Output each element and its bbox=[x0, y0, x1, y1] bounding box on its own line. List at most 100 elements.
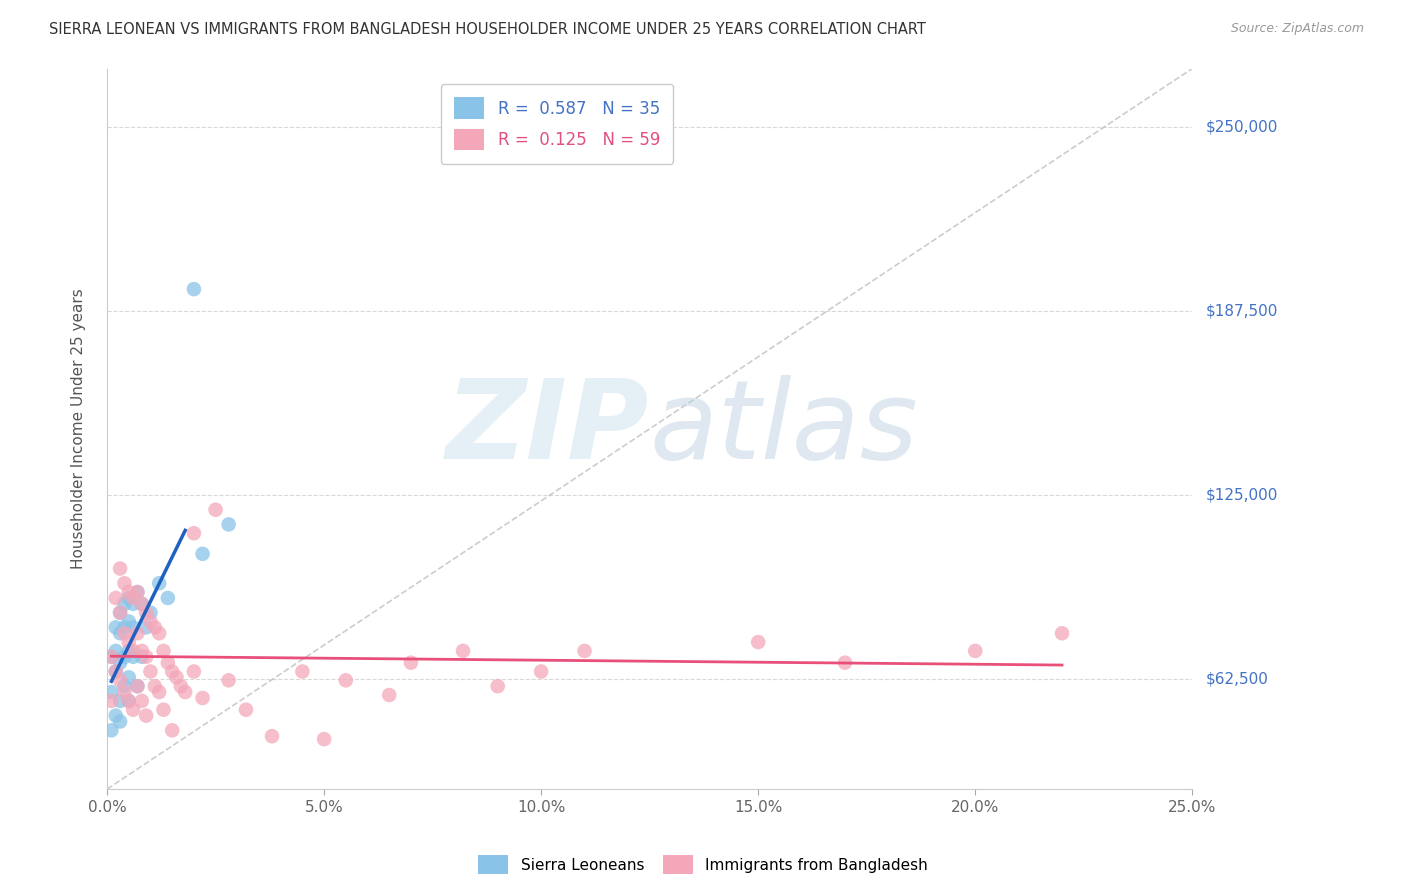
Point bbox=[127, 585, 149, 599]
Legend: Sierra Leoneans, Immigrants from Bangladesh: Sierra Leoneans, Immigrants from Banglad… bbox=[472, 849, 934, 880]
Point bbox=[100, 685, 122, 699]
Point bbox=[127, 679, 149, 693]
Point bbox=[122, 644, 145, 658]
Legend: R =  0.587   N = 35, R =  0.125   N = 59: R = 0.587 N = 35, R = 0.125 N = 59 bbox=[441, 84, 673, 163]
Point bbox=[148, 626, 170, 640]
Point bbox=[114, 576, 136, 591]
Point bbox=[131, 597, 153, 611]
Point bbox=[218, 517, 240, 532]
Text: ZIP: ZIP bbox=[446, 376, 650, 483]
Point bbox=[191, 690, 214, 705]
Point bbox=[204, 502, 226, 516]
Point bbox=[135, 649, 157, 664]
Point bbox=[122, 597, 145, 611]
Text: $62,500: $62,500 bbox=[1206, 672, 1270, 686]
Point bbox=[747, 635, 769, 649]
Point bbox=[218, 673, 240, 688]
Point bbox=[574, 644, 596, 658]
Point bbox=[100, 694, 122, 708]
Point bbox=[108, 606, 131, 620]
Point bbox=[486, 679, 509, 693]
Point bbox=[122, 649, 145, 664]
Point bbox=[530, 665, 553, 679]
Point bbox=[118, 694, 141, 708]
Point bbox=[108, 714, 131, 729]
Point bbox=[127, 626, 149, 640]
Point bbox=[108, 656, 131, 670]
Point bbox=[139, 665, 162, 679]
Point bbox=[183, 526, 205, 541]
Point bbox=[118, 694, 141, 708]
Point bbox=[260, 729, 283, 743]
Point bbox=[114, 620, 136, 634]
Text: SIERRA LEONEAN VS IMMIGRANTS FROM BANGLADESH HOUSEHOLDER INCOME UNDER 25 YEARS C: SIERRA LEONEAN VS IMMIGRANTS FROM BANGLA… bbox=[49, 22, 927, 37]
Point bbox=[235, 703, 257, 717]
Point bbox=[131, 597, 153, 611]
Point bbox=[156, 591, 179, 605]
Point bbox=[156, 656, 179, 670]
Point bbox=[104, 708, 127, 723]
Point bbox=[834, 656, 856, 670]
Point bbox=[104, 591, 127, 605]
Point bbox=[104, 665, 127, 679]
Point bbox=[451, 644, 474, 658]
Point bbox=[118, 585, 141, 599]
Point bbox=[291, 665, 314, 679]
Point bbox=[127, 585, 149, 599]
Point bbox=[965, 644, 987, 658]
Point bbox=[166, 670, 188, 684]
Point bbox=[118, 670, 141, 684]
Point bbox=[160, 723, 183, 738]
Point bbox=[183, 665, 205, 679]
Point bbox=[131, 649, 153, 664]
Point bbox=[143, 620, 166, 634]
Point bbox=[118, 591, 141, 605]
Point bbox=[114, 649, 136, 664]
Point bbox=[1050, 626, 1073, 640]
Point bbox=[100, 649, 122, 664]
Point bbox=[131, 644, 153, 658]
Point bbox=[160, 665, 183, 679]
Point bbox=[118, 635, 141, 649]
Point bbox=[148, 576, 170, 591]
Point bbox=[114, 597, 136, 611]
Point bbox=[104, 665, 127, 679]
Point bbox=[100, 723, 122, 738]
Point bbox=[174, 685, 197, 699]
Point bbox=[135, 708, 157, 723]
Point bbox=[108, 561, 131, 575]
Point bbox=[127, 679, 149, 693]
Point bbox=[135, 620, 157, 634]
Point bbox=[122, 703, 145, 717]
Point bbox=[104, 620, 127, 634]
Point bbox=[139, 615, 162, 629]
Point bbox=[108, 673, 131, 688]
Point bbox=[122, 620, 145, 634]
Point bbox=[191, 547, 214, 561]
Point bbox=[118, 615, 141, 629]
Point bbox=[108, 694, 131, 708]
Point bbox=[143, 679, 166, 693]
Text: Source: ZipAtlas.com: Source: ZipAtlas.com bbox=[1230, 22, 1364, 36]
Text: $125,000: $125,000 bbox=[1206, 488, 1278, 502]
Point bbox=[139, 606, 162, 620]
Text: $187,500: $187,500 bbox=[1206, 303, 1278, 318]
Point bbox=[152, 703, 174, 717]
Point bbox=[148, 685, 170, 699]
Point bbox=[114, 685, 136, 699]
Point bbox=[114, 679, 136, 693]
Text: $250,000: $250,000 bbox=[1206, 120, 1278, 135]
Point bbox=[399, 656, 422, 670]
Point bbox=[170, 679, 193, 693]
Point bbox=[100, 649, 122, 664]
Point bbox=[108, 626, 131, 640]
Point bbox=[104, 644, 127, 658]
Point bbox=[135, 606, 157, 620]
Y-axis label: Householder Income Under 25 years: Householder Income Under 25 years bbox=[72, 288, 86, 569]
Point bbox=[108, 606, 131, 620]
Point bbox=[152, 644, 174, 658]
Text: atlas: atlas bbox=[650, 376, 918, 483]
Point bbox=[314, 732, 336, 747]
Point bbox=[122, 591, 145, 605]
Point bbox=[114, 626, 136, 640]
